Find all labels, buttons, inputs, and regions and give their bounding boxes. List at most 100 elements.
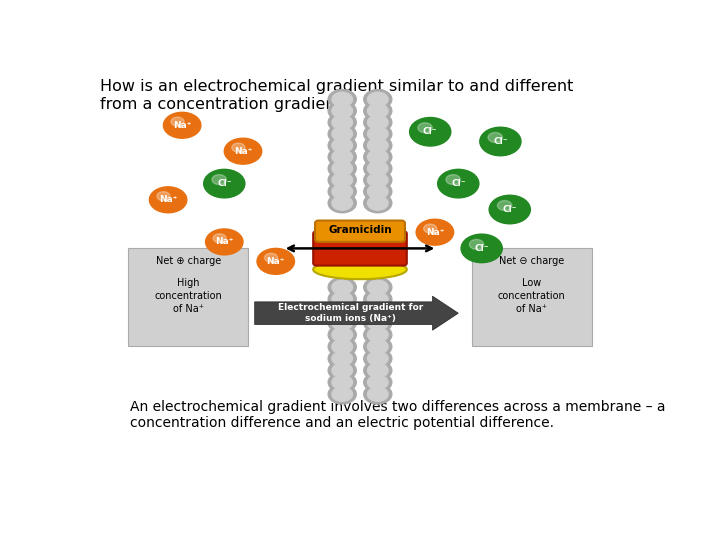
Circle shape bbox=[225, 138, 262, 164]
Circle shape bbox=[364, 301, 392, 321]
Circle shape bbox=[328, 373, 356, 392]
Circle shape bbox=[328, 159, 356, 178]
Text: Gramicidin: Gramicidin bbox=[328, 225, 392, 235]
Circle shape bbox=[410, 118, 451, 146]
Circle shape bbox=[418, 123, 432, 133]
Circle shape bbox=[332, 150, 353, 164]
Circle shape bbox=[332, 173, 353, 187]
Circle shape bbox=[204, 170, 245, 198]
Circle shape bbox=[367, 304, 388, 318]
Circle shape bbox=[367, 150, 388, 164]
Circle shape bbox=[364, 113, 392, 132]
Text: Na⁺: Na⁺ bbox=[234, 147, 252, 156]
Circle shape bbox=[367, 184, 388, 199]
Circle shape bbox=[328, 101, 356, 120]
Circle shape bbox=[212, 174, 226, 185]
Circle shape bbox=[498, 200, 512, 211]
Circle shape bbox=[332, 280, 353, 294]
Circle shape bbox=[328, 313, 356, 333]
Circle shape bbox=[332, 138, 353, 153]
FancyArrow shape bbox=[255, 296, 459, 330]
Circle shape bbox=[332, 292, 353, 306]
Circle shape bbox=[469, 239, 484, 249]
Circle shape bbox=[328, 90, 356, 109]
Text: Cl⁻: Cl⁻ bbox=[423, 127, 438, 136]
Circle shape bbox=[364, 170, 392, 190]
Circle shape bbox=[367, 328, 388, 342]
Circle shape bbox=[367, 161, 388, 176]
Circle shape bbox=[332, 316, 353, 330]
Circle shape bbox=[232, 143, 245, 152]
Circle shape bbox=[328, 325, 356, 345]
FancyBboxPatch shape bbox=[315, 220, 405, 242]
Text: Na⁺: Na⁺ bbox=[266, 257, 285, 266]
Circle shape bbox=[264, 253, 278, 262]
Circle shape bbox=[328, 182, 356, 201]
Text: Na⁺: Na⁺ bbox=[159, 195, 177, 204]
Circle shape bbox=[332, 92, 353, 106]
Circle shape bbox=[364, 313, 392, 333]
Circle shape bbox=[364, 289, 392, 309]
Circle shape bbox=[328, 361, 356, 380]
FancyBboxPatch shape bbox=[128, 248, 248, 346]
Text: Cl⁻: Cl⁻ bbox=[474, 244, 489, 253]
Text: An electrochemical gradient involves two differences across a membrane – a
conce: An electrochemical gradient involves two… bbox=[130, 400, 666, 430]
Circle shape bbox=[364, 337, 392, 356]
Circle shape bbox=[367, 280, 388, 294]
Circle shape bbox=[364, 361, 392, 380]
Circle shape bbox=[364, 159, 392, 178]
Circle shape bbox=[332, 340, 353, 354]
Circle shape bbox=[488, 132, 503, 143]
FancyBboxPatch shape bbox=[472, 248, 592, 346]
Circle shape bbox=[332, 328, 353, 342]
Text: Na⁺: Na⁺ bbox=[215, 238, 233, 246]
Text: High
concentration
of Na⁺: High concentration of Na⁺ bbox=[154, 278, 222, 314]
Circle shape bbox=[328, 301, 356, 321]
Circle shape bbox=[332, 104, 353, 118]
Circle shape bbox=[157, 192, 170, 201]
Circle shape bbox=[364, 182, 392, 201]
Circle shape bbox=[461, 234, 503, 262]
Circle shape bbox=[367, 352, 388, 366]
Circle shape bbox=[416, 219, 454, 245]
Text: Cl⁻: Cl⁻ bbox=[503, 205, 517, 214]
Circle shape bbox=[332, 115, 353, 130]
Circle shape bbox=[423, 224, 437, 233]
Circle shape bbox=[328, 113, 356, 132]
Circle shape bbox=[171, 117, 184, 126]
Circle shape bbox=[328, 349, 356, 368]
Circle shape bbox=[364, 325, 392, 345]
Circle shape bbox=[328, 136, 356, 155]
Circle shape bbox=[332, 196, 353, 210]
Text: Net ⊕ charge: Net ⊕ charge bbox=[156, 256, 221, 267]
Circle shape bbox=[367, 375, 388, 389]
Circle shape bbox=[367, 115, 388, 130]
Circle shape bbox=[332, 304, 353, 318]
Circle shape bbox=[257, 248, 294, 274]
Text: How is an electrochemical gradient similar to and different
from a concentration: How is an electrochemical gradient simil… bbox=[100, 79, 573, 112]
Circle shape bbox=[364, 278, 392, 297]
Ellipse shape bbox=[313, 260, 407, 279]
Circle shape bbox=[213, 234, 226, 243]
Circle shape bbox=[438, 170, 479, 198]
Text: Low
concentration
of Na⁺: Low concentration of Na⁺ bbox=[498, 278, 566, 314]
Circle shape bbox=[328, 170, 356, 190]
Circle shape bbox=[332, 127, 353, 141]
Circle shape bbox=[328, 278, 356, 297]
Circle shape bbox=[332, 363, 353, 377]
Circle shape bbox=[364, 349, 392, 368]
Circle shape bbox=[328, 124, 356, 144]
Circle shape bbox=[328, 147, 356, 167]
Text: Cl⁻: Cl⁻ bbox=[451, 179, 466, 188]
Circle shape bbox=[163, 112, 201, 138]
Circle shape bbox=[328, 384, 356, 404]
Circle shape bbox=[367, 316, 388, 330]
Circle shape bbox=[332, 352, 353, 366]
Circle shape bbox=[367, 196, 388, 210]
FancyBboxPatch shape bbox=[313, 231, 407, 266]
Text: Cl⁻: Cl⁻ bbox=[493, 137, 508, 146]
Circle shape bbox=[364, 384, 392, 404]
Circle shape bbox=[328, 193, 356, 213]
Circle shape bbox=[367, 292, 388, 306]
Circle shape bbox=[367, 387, 388, 401]
